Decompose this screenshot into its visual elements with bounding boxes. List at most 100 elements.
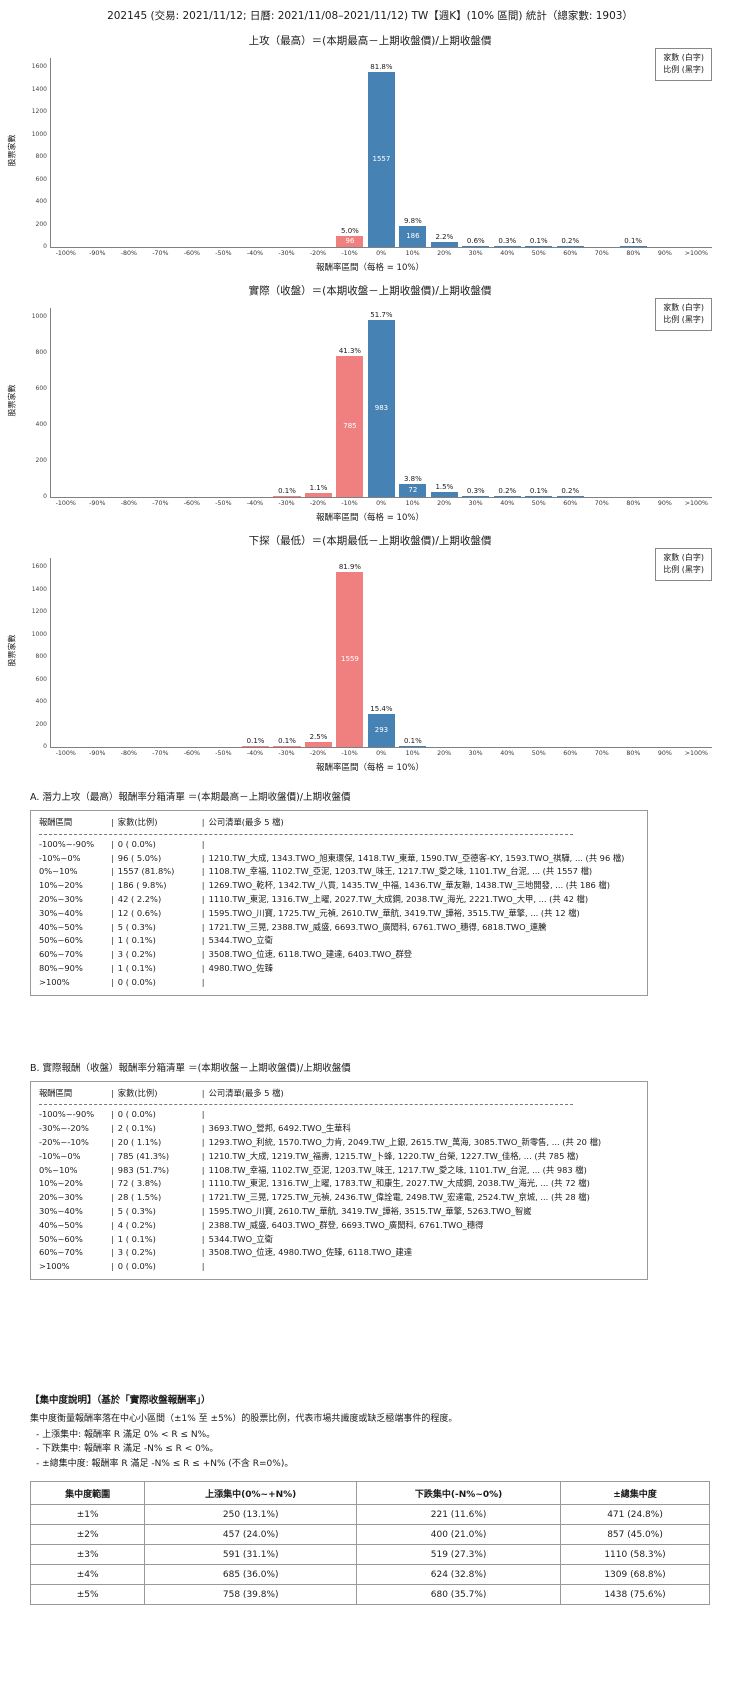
x-tick-label: -20% [309, 250, 327, 257]
table-cell: 591 (31.1%) [144, 1544, 358, 1566]
pipe-separator: | [201, 1109, 205, 1120]
list-row: 30%~40% | 5 ( 0.3%) | 1595.TWO_川寶, 2610.TW_華… [39, 1205, 639, 1219]
companies-cell: 1721.TW_三晃, 2388.TW_威盛, 6693.TWO_廣閎科, 67… [208, 921, 547, 932]
x-tick-label: 90% [657, 500, 672, 507]
bar-slot: 0.2% [492, 308, 523, 497]
x-tick-label: >100% [684, 250, 709, 257]
count-cell: 家數(比例) [117, 817, 158, 827]
x-tick-label: 70% [594, 750, 609, 757]
pct-label: 5.0% [341, 227, 359, 236]
x-tick-label: 0% [376, 750, 387, 757]
range-cell: >100% [39, 1261, 70, 1272]
bar-slot [208, 308, 239, 497]
bar-slot: 0.1% [523, 308, 554, 497]
x-tick-label: -100% [55, 250, 76, 257]
y-tick-label: 0 [43, 243, 47, 250]
pipe-separator: | [201, 1087, 205, 1098]
x-tick-label: 0% [376, 500, 387, 507]
pipe-separator: | [201, 1136, 205, 1147]
pct-label: 1.5% [435, 482, 454, 491]
x-tick-label: 70% [594, 250, 609, 257]
bar-slot [680, 558, 711, 747]
companies-cell: 1269.TWO_乾杯, 1342.TW_八貫, 1435.TW_中福, 143… [208, 880, 610, 891]
companies-cell: 1110.TW_東泥, 1316.TW_上曜, 2027.TW_大成鋼, 203… [208, 893, 589, 904]
x-tick-label: 40% [500, 250, 515, 257]
range-cell: -10%~0% [39, 1150, 81, 1161]
pct-label: 81.8% [370, 62, 393, 71]
pct-label: 0.6% [466, 236, 485, 245]
companies-cell: 5344.TWO_立衛 [208, 935, 273, 946]
bar-slot: 0.1% [240, 558, 271, 747]
pct-label: 0.1% [278, 487, 296, 495]
pipe-separator: | [111, 838, 114, 849]
list-header-row: 報酬區間 | 家數(比例) | 公司清單(最多 5 檔) [39, 816, 639, 830]
count-cell: 1 ( 0.1%) [117, 962, 156, 973]
pipe-separator: | [201, 1233, 205, 1244]
count-cell: 1 ( 0.1%) [117, 935, 156, 946]
pipe-separator: | [201, 1247, 205, 1258]
concentration-bullet: - 下跌集中: 報酬率 R 滿足 -N% ≤ R < 0%。 [36, 1444, 219, 1455]
chart-title: 下探（最低）＝(本期最低－上期收盤價)/上期收盤價 [248, 535, 492, 547]
table-row: ±4% 685 (36.0%) 624 (32.8%) 1309 (68.8%) [29, 1564, 710, 1586]
pct-label: 0.1% [529, 237, 548, 245]
y-tick-label: 1000 [31, 130, 47, 138]
count-cell: 2 ( 0.1%) [117, 1123, 156, 1134]
list-row: -10%~0% | 785 (41.3%) | 1210.TW_大成, 1219.TW_… [39, 1150, 639, 1164]
x-tick-label: 40% [500, 750, 515, 757]
bar--10%: 41.3% 785 [336, 347, 364, 497]
y-tick-label: 0 [43, 493, 47, 500]
companies-cell: 1108.TW_幸福, 1102.TW_亞泥, 1203.TW_味王, 1217… [208, 1164, 587, 1175]
list-header-row: 報酬區間 | 家數(比例) | 公司清單(最多 5 檔) [39, 1087, 639, 1101]
pipe-separator: | [111, 1192, 114, 1203]
bar-slot [208, 58, 239, 247]
count-cell: 0 ( 0.0%) [117, 838, 156, 849]
pct-label: 1.1% [309, 484, 328, 493]
bar-10%: 3.8% 72 [399, 476, 427, 497]
range-cell: -100%~-90% [39, 1109, 95, 1120]
x-tick-label: 50% [531, 250, 546, 257]
bar-slot [586, 558, 617, 747]
bar-slot [523, 558, 554, 747]
x-axis-ticks: -100% -90% -80% -70% -60% -50% -40% -30% -20% -10… [50, 500, 712, 507]
x-tick-label: 60% [563, 500, 578, 507]
bar-slot [240, 308, 271, 497]
table-header-cell: 集中度範圍 [29, 1481, 146, 1506]
pipe-separator: | [201, 893, 205, 904]
pipe-separator: | [111, 1247, 114, 1258]
bar-slot: 0.1% [271, 308, 302, 497]
bin-list-b-title: B. 實際報酬（收盤）報酬率分箱清單 ＝(本期收盤－上期收盤價)/上期收盤價 [30, 1062, 351, 1074]
bar-slot: 2.5% [303, 558, 334, 747]
pipe-separator: | [201, 1164, 205, 1175]
companies-cell: 3693.TWO_營邦, 6492.TWO_生華科 [208, 1123, 351, 1134]
pipe-separator: | [201, 1219, 205, 1230]
pct-label: 0.1% [403, 737, 422, 745]
table-header-cell: 下跌集中(-N%~0%) [356, 1481, 562, 1506]
table-header-cell: ±總集中度 [560, 1481, 710, 1506]
x-tick-label: 90% [657, 750, 672, 757]
pct-label: 3.8% [403, 475, 422, 484]
bar-slot: 51.7% 983 [366, 308, 397, 497]
companies-cell: 4980.TWO_佐臻 [208, 962, 273, 973]
bar-slot: 81.9% 1559 [334, 558, 365, 747]
x-tick-label: -70% [152, 500, 169, 507]
pipe-separator: | [111, 1136, 114, 1147]
x-tick-label: 0% [376, 250, 387, 257]
dashed-separator [39, 1104, 573, 1106]
plot-area: 0.1% 1.1% 41.3% 785 51.7% 983 3.8% 72 1.5% 0.3% 0.… [32, 308, 712, 500]
count-cell: 3 ( 0.2%) [117, 949, 156, 960]
x-tick-label: -40% [246, 500, 264, 507]
count-cell: 1 ( 0.1%) [117, 1233, 156, 1244]
list-row: -100%~-90% | 0 ( 0.0%) | [39, 1108, 639, 1122]
pipe-separator: | [201, 1192, 205, 1203]
pipe-separator: | [111, 962, 114, 973]
concentration-section: 【集中度說明】（基於「實際收盤報酬率」） 集中度衡量報酬率落在中心小區間（±1%… [29, 1392, 710, 1606]
bar-slot: 0.1% [617, 58, 648, 247]
table-cell: ±2% [29, 1524, 146, 1546]
bar-slot [680, 58, 711, 247]
count-cell: 96 ( 5.0%) [117, 852, 162, 863]
y-tick-label: 200 [35, 220, 47, 228]
bar-slot: 5.0% 96 [334, 58, 365, 247]
bars-container: 0.1% 0.1% 2.5% 81.9% 1559 15.4% 293 0.1% [51, 558, 712, 747]
bar--10%: 81.9% 1559 [336, 563, 364, 747]
list-row: 30%~40% | 12 ( 0.6%) | 1595.TWO_川寶, 1725.TW_… [39, 907, 639, 921]
